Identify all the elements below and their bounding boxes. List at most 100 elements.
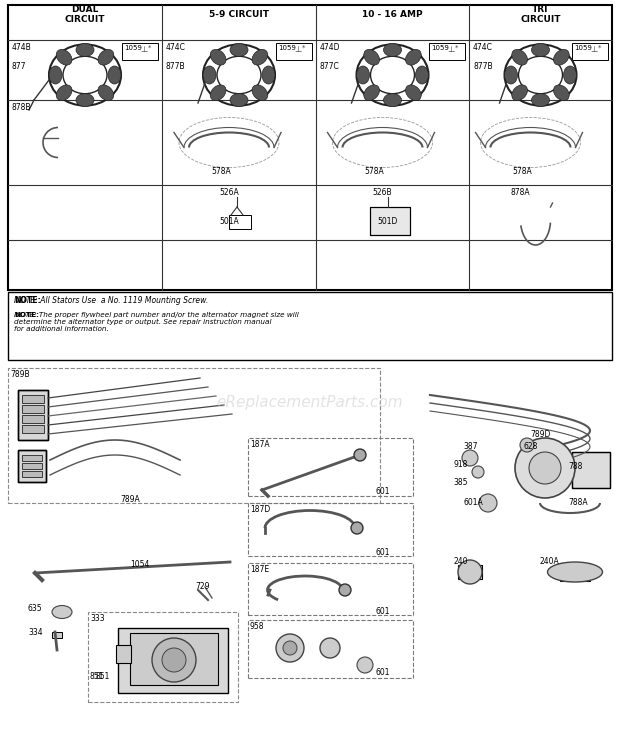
Text: 333: 333 (90, 614, 105, 623)
Bar (18, 450, 46, 482)
Text: 1054: 1054 (130, 560, 149, 569)
Ellipse shape (210, 49, 226, 65)
Bar (22, 463, 42, 469)
Ellipse shape (405, 85, 421, 100)
Circle shape (458, 560, 482, 584)
Text: 526B: 526B (373, 188, 392, 197)
Bar (52, 632, 62, 638)
Ellipse shape (98, 85, 113, 100)
Bar (116, 645, 131, 663)
Ellipse shape (230, 94, 248, 106)
Text: 878A: 878A (510, 188, 530, 197)
Bar (8, 368, 380, 503)
Text: 187D: 187D (250, 505, 270, 514)
Ellipse shape (405, 49, 421, 65)
Circle shape (357, 657, 373, 673)
Bar (276, 43, 312, 60)
Ellipse shape (384, 43, 402, 57)
Bar (572, 452, 610, 488)
Circle shape (276, 634, 304, 662)
Text: 878B: 878B (12, 103, 32, 112)
Text: 387: 387 (463, 442, 477, 451)
Text: 474C: 474C (473, 43, 493, 52)
Circle shape (520, 438, 534, 452)
Text: 851: 851 (96, 672, 110, 681)
Text: 851: 851 (90, 672, 104, 681)
Bar (370, 207, 409, 235)
Text: 628: 628 (523, 442, 538, 451)
Ellipse shape (252, 85, 268, 100)
Bar (8, 5, 612, 290)
Text: NOTE: The proper flywheel part number and/or the alternator magnet size will
det: NOTE: The proper flywheel part number an… (14, 312, 299, 333)
Ellipse shape (384, 94, 402, 106)
Text: 729: 729 (195, 582, 210, 591)
Ellipse shape (230, 43, 248, 57)
Circle shape (529, 452, 561, 484)
Text: eReplacementParts.com: eReplacementParts.com (216, 394, 404, 409)
Ellipse shape (531, 94, 549, 106)
Circle shape (320, 638, 340, 658)
Bar (18, 450, 46, 482)
Ellipse shape (76, 94, 94, 106)
Text: 788A: 788A (568, 498, 588, 507)
Text: 578A: 578A (365, 167, 384, 176)
Bar (370, 207, 409, 235)
Ellipse shape (415, 66, 428, 84)
Circle shape (351, 522, 363, 534)
Text: 601: 601 (375, 607, 389, 616)
Ellipse shape (564, 66, 577, 84)
Ellipse shape (554, 85, 569, 100)
Text: 877B: 877B (166, 62, 185, 71)
Bar (22, 455, 42, 461)
Circle shape (152, 638, 196, 682)
Bar (248, 503, 413, 556)
Text: 334: 334 (28, 628, 43, 637)
Ellipse shape (364, 85, 379, 100)
Bar (22, 471, 42, 477)
Bar (429, 43, 465, 60)
Text: 877C: 877C (320, 62, 340, 71)
Text: 474D: 474D (320, 43, 340, 52)
Ellipse shape (554, 49, 569, 65)
Text: 789A: 789A (120, 495, 140, 504)
Text: TRI
CIRCUIT: TRI CIRCUIT (520, 4, 560, 25)
Ellipse shape (56, 49, 72, 65)
Text: 601: 601 (375, 668, 389, 677)
Text: *: * (455, 45, 458, 51)
Text: 187A: 187A (250, 440, 270, 449)
Bar (130, 633, 218, 685)
Bar (22, 395, 44, 403)
Ellipse shape (531, 43, 549, 57)
Circle shape (162, 648, 186, 672)
Text: 877B: 877B (473, 62, 493, 71)
Bar (88, 612, 238, 702)
Circle shape (472, 466, 484, 478)
Bar (22, 425, 44, 433)
Text: 1059: 1059 (574, 45, 592, 51)
Ellipse shape (98, 49, 113, 65)
Bar (248, 620, 413, 678)
Text: DUAL
CIRCUIT: DUAL CIRCUIT (64, 4, 105, 25)
Bar (8, 292, 612, 360)
Text: 501D: 501D (378, 217, 398, 226)
Text: *: * (598, 45, 601, 51)
Text: 601A: 601A (463, 498, 483, 507)
Bar (22, 405, 44, 413)
Text: 788: 788 (568, 462, 582, 471)
Text: ⊥: ⊥ (590, 45, 597, 54)
Text: 1059: 1059 (431, 45, 449, 51)
Ellipse shape (547, 562, 603, 582)
Text: 958: 958 (250, 622, 265, 631)
Bar (248, 438, 413, 496)
Text: 601: 601 (375, 548, 389, 557)
Ellipse shape (364, 49, 379, 65)
Bar (118, 628, 228, 693)
Bar (229, 215, 251, 229)
Text: 10 - 16 AMP: 10 - 16 AMP (362, 10, 423, 19)
Bar (560, 563, 590, 581)
Bar (458, 565, 482, 579)
Text: 789B: 789B (10, 370, 30, 379)
Circle shape (462, 450, 478, 466)
Text: 240: 240 (453, 557, 467, 566)
Circle shape (515, 438, 575, 498)
